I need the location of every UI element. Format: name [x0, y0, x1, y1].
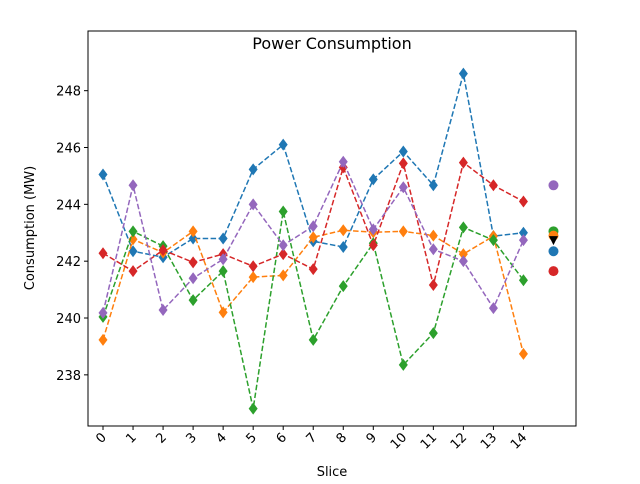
data-point: [278, 269, 288, 282]
data-point: [458, 67, 468, 80]
marker: [548, 180, 559, 191]
data-point: [278, 138, 288, 151]
data-point: [428, 327, 438, 340]
marker: [548, 246, 559, 257]
marker: [548, 236, 558, 246]
data-point: [98, 168, 108, 181]
data-point: [248, 163, 258, 176]
data-point: [518, 195, 528, 208]
series-line: [102, 159, 525, 314]
data-point: [428, 179, 438, 192]
x-axis-label: Slice: [317, 465, 348, 480]
data-point: [488, 234, 498, 247]
data-point: [98, 306, 108, 319]
data-point: [218, 265, 228, 278]
data-point: [398, 157, 408, 170]
data-point: [188, 256, 198, 269]
data-point: [518, 347, 528, 360]
data-point: [278, 205, 288, 218]
data-point: [248, 402, 258, 415]
data-point: [128, 179, 138, 192]
data-point: [398, 358, 408, 371]
data-point: [308, 263, 318, 276]
data-point: [338, 280, 348, 293]
marker: [548, 266, 559, 277]
data-point: [428, 243, 438, 256]
data-point: [398, 225, 408, 238]
data-point: [518, 274, 528, 287]
data-point: [398, 145, 408, 158]
data-point: [398, 181, 408, 194]
series-line: [102, 229, 525, 355]
data-point: [98, 333, 108, 346]
data-point: [248, 260, 258, 273]
data-point: [518, 226, 528, 239]
data-point: [188, 294, 198, 307]
y-tick-label: 246: [56, 142, 81, 157]
data-point: [188, 272, 198, 285]
data-point: [248, 271, 258, 284]
y-axis-label: Consumption (MW): [23, 166, 38, 290]
y-tick-label: 242: [56, 255, 81, 270]
data-point: [128, 225, 138, 238]
data-point: [338, 240, 348, 253]
data-point: [278, 239, 288, 252]
data-point: [458, 156, 468, 169]
data-point: [368, 173, 378, 186]
data-point: [98, 247, 108, 260]
data-point: [338, 224, 348, 237]
data-point: [128, 233, 138, 246]
data-point: [428, 229, 438, 242]
data-point: [488, 179, 498, 192]
data-point: [368, 223, 378, 236]
data-point: [218, 253, 228, 266]
data-point: [308, 220, 318, 233]
y-tick-label: 244: [56, 198, 81, 213]
data-point: [308, 231, 318, 244]
data-point: [188, 225, 198, 238]
data-point: [458, 221, 468, 234]
data-point: [368, 239, 378, 252]
data-point: [428, 279, 438, 292]
data-point: [518, 234, 528, 247]
data-point: [158, 304, 168, 317]
chart-title: Power Consumption: [252, 34, 411, 53]
data-point: [218, 306, 228, 319]
y-tick-label: 248: [56, 85, 81, 100]
data-point: [458, 248, 468, 261]
data-point: [158, 244, 168, 257]
y-tick-label: 238: [56, 369, 81, 384]
data-point: [248, 198, 258, 211]
data-point: [458, 255, 468, 268]
data-point: [278, 248, 288, 261]
data-point: [338, 155, 348, 168]
y-tick-label: 240: [56, 312, 81, 327]
data-point: [188, 232, 198, 245]
data-point: [308, 333, 318, 346]
data-point: [218, 232, 228, 245]
data-point: [128, 265, 138, 278]
plot-frame: [87, 30, 577, 427]
data-point: [488, 302, 498, 315]
